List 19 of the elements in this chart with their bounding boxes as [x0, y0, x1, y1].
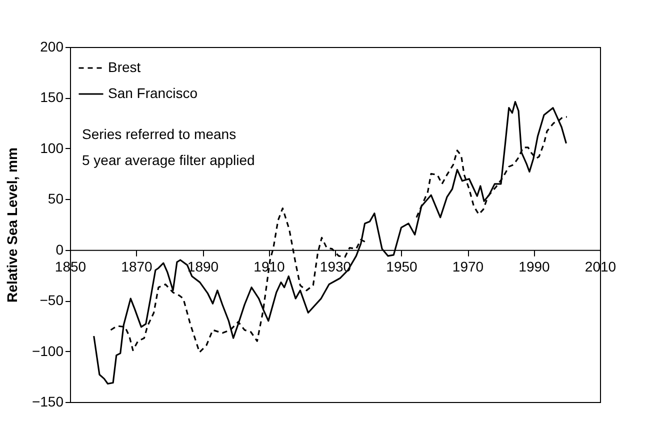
y-tick-label: −50 [40, 292, 64, 308]
y-axis-title: Relative Sea Level, mm [4, 148, 20, 302]
y-tick-label: −100 [32, 342, 64, 359]
annotation: 5 year average filter applied [82, 152, 255, 168]
x-tick-label: 1910 [254, 258, 286, 274]
y-tick-label: 50 [48, 190, 64, 207]
y-tick-label: 0 [56, 241, 64, 258]
x-tick-label: 1950 [386, 258, 418, 274]
legend-label: Brest [108, 59, 141, 75]
y-tick-label: 100 [40, 140, 64, 156]
x-tick-label: 1870 [121, 258, 153, 274]
annotation: Series referred to means [82, 126, 236, 142]
x-tick-label: 1890 [187, 258, 219, 274]
y-tick-label: 150 [40, 89, 64, 106]
y-tick-label: 200 [40, 38, 64, 54]
x-tick-label: 1990 [518, 258, 550, 274]
x-tick-label: 1970 [452, 258, 484, 274]
y-tick-label: −150 [32, 394, 64, 410]
legend-label: San Francisco [108, 85, 198, 101]
